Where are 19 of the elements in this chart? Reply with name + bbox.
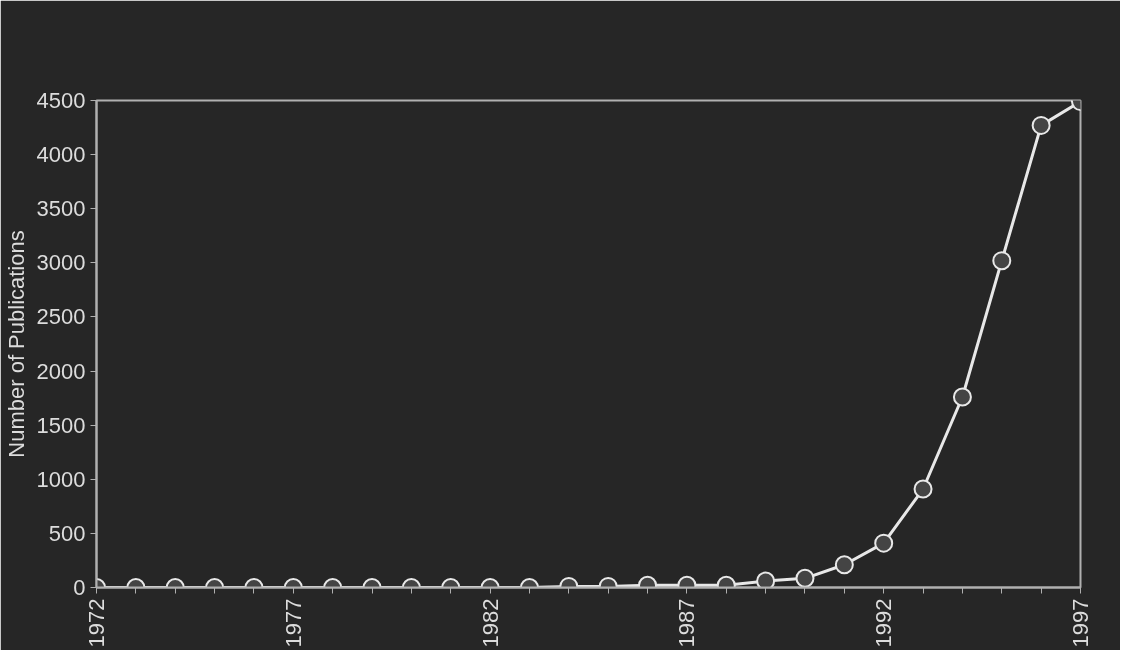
y-tick-label: 500 [48,520,86,546]
x-tick-label: 1987 [674,598,700,648]
x-tick-label: 1992 [871,598,897,648]
x-tick-label: 1977 [280,598,306,648]
y-tick-label: 1500 [36,412,86,438]
y-tick-label: 4000 [36,142,86,168]
y-tick-label: 3000 [36,250,86,276]
y-tick-label: 4500 [36,88,86,113]
x-tick-label: 1997 [1068,598,1093,648]
y-axis-title: Number of Publications [3,230,29,458]
y-tick-label: 1000 [36,466,86,492]
y-tick-label: 0 [73,575,86,600]
y-tick-label: 3500 [36,196,86,222]
x-tick-label: 1982 [477,598,503,648]
y-tick-label: 2000 [36,358,86,384]
y-tick-label: 2500 [36,304,86,330]
point [952,387,972,407]
point [992,251,1012,271]
x-tick-label: 1972 [84,598,109,648]
